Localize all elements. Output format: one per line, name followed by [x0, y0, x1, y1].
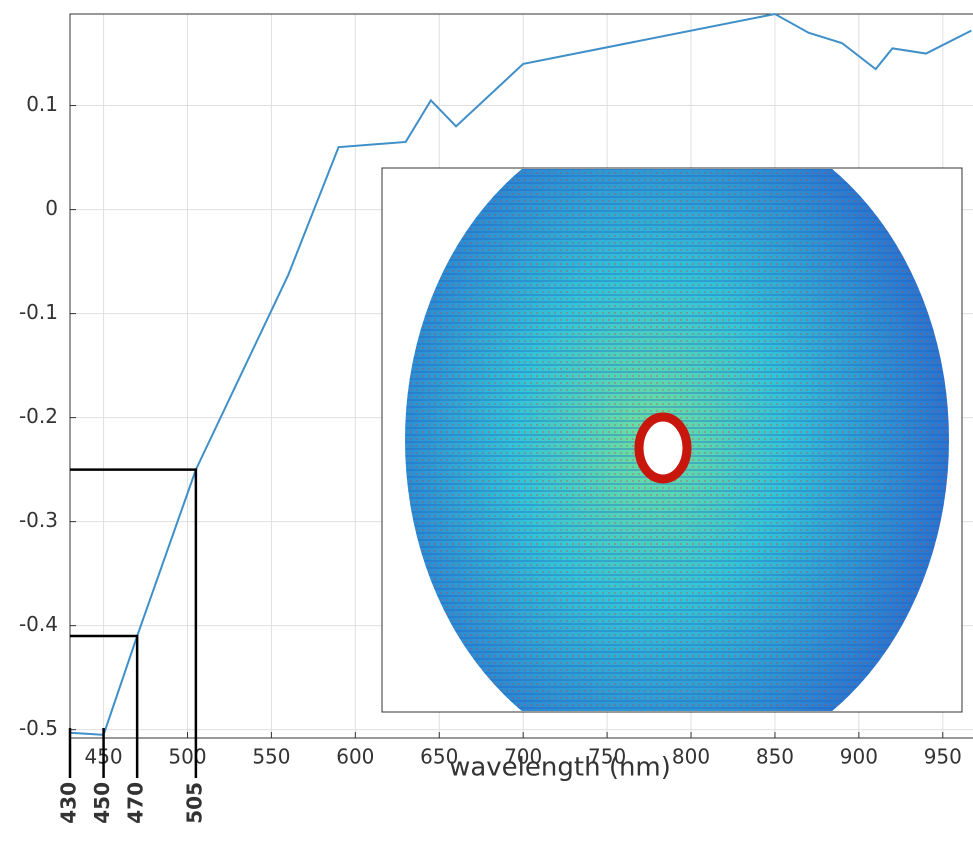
x-tick-label: 900: [840, 745, 878, 769]
x-tick-label: 550: [252, 745, 290, 769]
x-tick-label: 800: [672, 745, 710, 769]
marker-label: 450: [90, 782, 114, 824]
marker-line: [70, 634, 139, 778]
y-tick-label: -0.5: [19, 716, 58, 740]
x-tick-label: 600: [336, 745, 374, 769]
inset-image: [381, 167, 963, 713]
x-tick-label: 500: [168, 745, 206, 769]
y-tick-label: -0.2: [19, 404, 58, 428]
marker-label: 430: [57, 782, 81, 824]
x-tick-label: 750: [588, 745, 626, 769]
x-tick-label: 650: [420, 745, 458, 769]
x-axis-label: wavelength (nm): [449, 753, 671, 783]
x-tick-label: 700: [504, 745, 542, 769]
marker-line: [70, 468, 198, 778]
plot: [69, 12, 972, 736]
y-tick-label: 0: [45, 196, 58, 220]
y-tick-label: -0.1: [19, 300, 58, 324]
axes-frame: [69, 13, 973, 739]
annotations: 430 450 470 505: [57, 468, 206, 824]
y-tick-label: -0.3: [19, 508, 58, 532]
data-line: [69, 12, 972, 736]
x-tick-label: 950: [924, 745, 962, 769]
y-tick-label: -0.4: [19, 612, 58, 636]
marker-label: 505: [182, 782, 206, 824]
hot-ring: [634, 412, 692, 484]
y-tick-label: 0.1: [26, 92, 58, 116]
x-tick-label: 850: [756, 745, 794, 769]
marker-label: 470: [124, 782, 148, 824]
